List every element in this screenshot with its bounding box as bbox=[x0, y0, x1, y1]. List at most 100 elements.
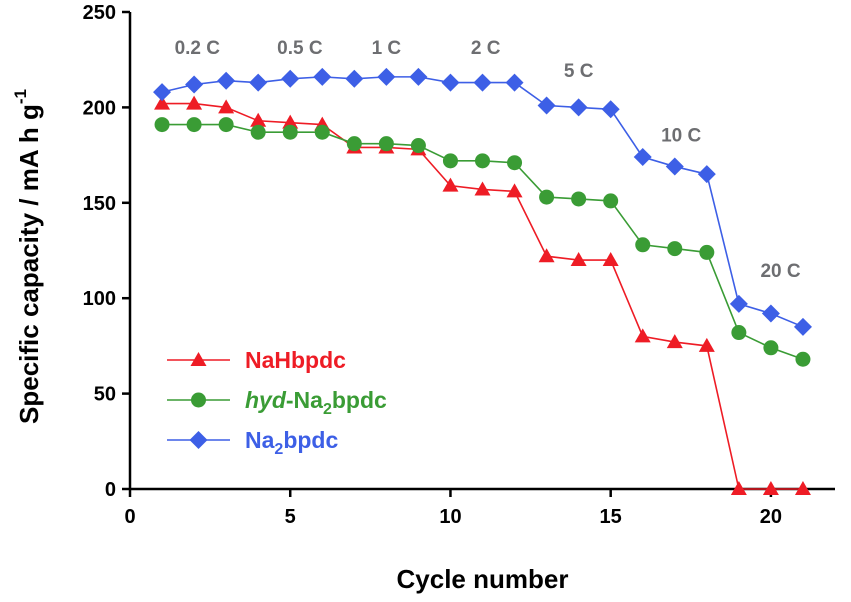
data-point bbox=[633, 148, 652, 167]
y-tick-label: 100 bbox=[83, 288, 116, 310]
data-point bbox=[218, 117, 234, 133]
rate-label: 0.2 C bbox=[175, 38, 221, 59]
rate-label: 5 C bbox=[564, 61, 594, 82]
data-point bbox=[409, 67, 428, 86]
data-point bbox=[186, 95, 203, 110]
data-point bbox=[378, 136, 394, 152]
data-point bbox=[377, 67, 396, 86]
legend-label: hyd-Na2bpdc bbox=[245, 387, 387, 418]
data-point bbox=[507, 155, 523, 171]
data-point bbox=[635, 237, 651, 253]
data-point bbox=[602, 252, 619, 267]
data-point bbox=[665, 157, 684, 176]
series-circle bbox=[154, 117, 811, 367]
y-axis-title: Specific capacity / mA h g-1 bbox=[11, 89, 44, 424]
data-point bbox=[731, 325, 747, 341]
data-point bbox=[506, 183, 523, 198]
data-point bbox=[667, 241, 683, 257]
legend-label-part: bpdc bbox=[332, 387, 387, 413]
data-point bbox=[697, 165, 716, 184]
data-point bbox=[698, 337, 715, 352]
data-point bbox=[571, 191, 587, 207]
data-point bbox=[763, 340, 779, 356]
data-point bbox=[281, 69, 300, 88]
legend-label-sub: 2 bbox=[323, 401, 332, 418]
data-point bbox=[761, 304, 780, 323]
data-point bbox=[345, 69, 364, 88]
data-point bbox=[346, 136, 362, 152]
data-point bbox=[729, 294, 748, 313]
x-tick-label: 5 bbox=[285, 506, 296, 528]
data-point bbox=[634, 328, 651, 343]
legend-label-part: bpdc bbox=[283, 427, 338, 453]
y-tick-label: 0 bbox=[105, 479, 116, 501]
legend-label-part: Na bbox=[245, 427, 275, 453]
rate-label: 2 C bbox=[471, 38, 501, 59]
legend-label-part: hyd bbox=[245, 387, 287, 413]
data-point bbox=[313, 67, 332, 86]
data-point bbox=[153, 83, 172, 102]
legend-marker bbox=[191, 392, 206, 408]
data-point bbox=[603, 193, 619, 209]
legend-marker bbox=[190, 352, 207, 366]
x-axis-title: Cycle number bbox=[397, 564, 569, 594]
y-axis-title-main: Specific capacity / mA h g bbox=[14, 104, 44, 424]
rate-label: 0.5 C bbox=[277, 38, 323, 59]
x-tick-label: 15 bbox=[600, 506, 622, 528]
legend-label-sub: 2 bbox=[274, 441, 283, 458]
data-point bbox=[473, 73, 492, 92]
data-point bbox=[666, 334, 683, 349]
data-point bbox=[217, 71, 236, 90]
data-point bbox=[442, 153, 458, 169]
x-tick-label: 20 bbox=[760, 506, 782, 528]
rate-label: 10 C bbox=[661, 126, 701, 147]
y-tick-label: 250 bbox=[83, 2, 116, 24]
data-point bbox=[475, 153, 490, 169]
x-tick-label: 0 bbox=[124, 506, 135, 528]
data-point bbox=[154, 117, 170, 133]
data-point bbox=[250, 112, 267, 127]
y-tick-label: 150 bbox=[83, 193, 116, 215]
data-point bbox=[794, 481, 811, 495]
data-point bbox=[505, 73, 524, 92]
data-point bbox=[282, 124, 298, 140]
data-point bbox=[762, 481, 779, 495]
data-point bbox=[249, 73, 268, 92]
data-point bbox=[474, 181, 491, 196]
series bbox=[153, 67, 812, 495]
legend-label: NaHbpdc bbox=[245, 347, 346, 373]
rate-label: 20 C bbox=[760, 261, 800, 282]
data-point bbox=[282, 114, 299, 129]
data-point bbox=[218, 99, 235, 114]
data-point bbox=[730, 481, 747, 495]
data-point bbox=[570, 252, 587, 267]
data-point bbox=[601, 100, 620, 119]
data-point bbox=[314, 124, 330, 140]
data-point bbox=[537, 96, 556, 115]
data-point bbox=[793, 317, 812, 336]
data-point bbox=[539, 189, 555, 205]
x-tick-label: 10 bbox=[439, 506, 461, 528]
data-point bbox=[442, 177, 459, 192]
data-point bbox=[250, 124, 266, 140]
y-tick-label: 50 bbox=[94, 384, 116, 406]
rate-annotations: 0.2 C 0.5 C 1 C 2 C 5 C 10 C 20 C bbox=[175, 38, 801, 282]
legend-marker bbox=[189, 431, 208, 449]
y-tick-label: 200 bbox=[83, 97, 116, 119]
legend-label: Na2bpdc bbox=[245, 427, 338, 458]
series-diamond bbox=[153, 67, 812, 336]
data-point bbox=[154, 95, 171, 110]
data-point bbox=[441, 73, 460, 92]
axes: 0 50 100 150 200 250 0 5 10 15 20 bbox=[83, 2, 835, 528]
data-point bbox=[795, 351, 811, 367]
data-point bbox=[538, 248, 555, 263]
data-point bbox=[186, 117, 202, 133]
data-point bbox=[185, 75, 204, 94]
legend-label-part: -Na bbox=[286, 387, 323, 413]
data-point bbox=[410, 138, 426, 154]
rate-label: 1 C bbox=[372, 38, 402, 59]
data-point bbox=[569, 98, 588, 117]
y-axis-title-sup: -1 bbox=[11, 89, 30, 104]
